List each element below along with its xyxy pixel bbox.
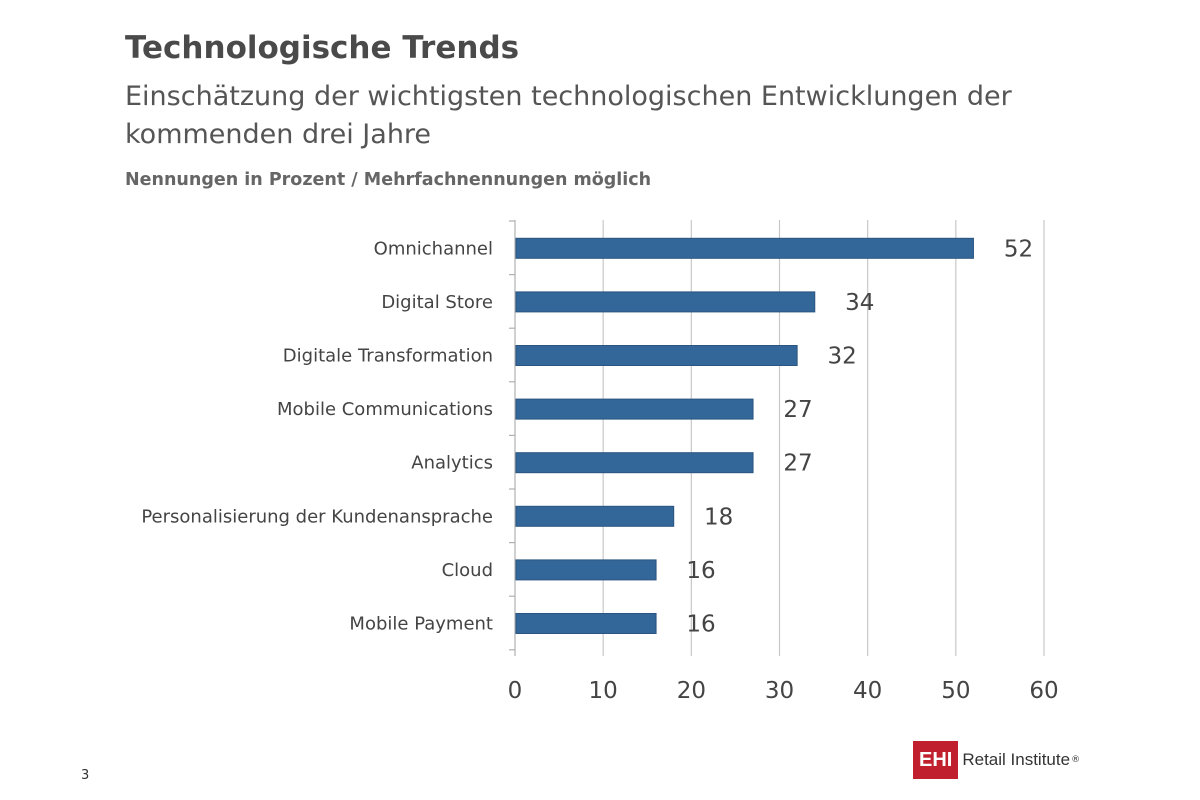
- chart-title: Technologische Trends: [125, 30, 520, 66]
- x-tick-label: 0: [508, 678, 523, 704]
- category-label: Digital Store: [381, 292, 493, 313]
- bar: [515, 559, 657, 581]
- category-label: Analytics: [411, 453, 493, 474]
- data-label: 52: [1004, 236, 1033, 262]
- category-label: Cloud: [442, 560, 493, 581]
- data-label: 27: [783, 451, 812, 477]
- x-tick-label: 30: [765, 678, 794, 704]
- x-tick-label: 20: [677, 678, 706, 704]
- x-tick-label: 60: [1029, 678, 1058, 704]
- x-tick-label: 10: [589, 678, 618, 704]
- bar: [515, 291, 816, 313]
- logo-text: Retail Institute: [962, 750, 1071, 769]
- chart-subtitle: Einschätzung der wichtigsten technologis…: [125, 81, 1012, 150]
- data-label: 32: [827, 344, 856, 370]
- logo-registered-mark: ®: [1071, 755, 1081, 765]
- bar: [515, 505, 675, 527]
- data-label: 16: [686, 558, 715, 584]
- x-tick-label: 50: [941, 678, 970, 704]
- chart-note: Nennungen in Prozent / Mehrfachnennungen…: [125, 170, 652, 190]
- category-label: Personalisierung der Kundenansprache: [141, 506, 493, 527]
- category-label: Omnichannel: [374, 238, 493, 259]
- data-label: 34: [845, 290, 874, 316]
- ehi-logo: EHI Retail Institute ®: [913, 741, 1080, 779]
- data-label: 16: [686, 612, 715, 638]
- bar: [515, 613, 657, 634]
- logo-box: EHI: [913, 741, 959, 779]
- bar: [515, 345, 798, 366]
- bar: [515, 452, 754, 474]
- category-label: Digitale Transformation: [283, 346, 493, 367]
- page-number: 3: [81, 768, 90, 783]
- category-label: Mobile Payment: [349, 614, 493, 635]
- category-label: Mobile Communications: [277, 399, 493, 420]
- data-label: 27: [783, 397, 812, 423]
- data-label: 18: [704, 504, 733, 530]
- bar: [515, 398, 754, 420]
- bar: [515, 237, 974, 259]
- x-tick-label: 40: [853, 678, 882, 704]
